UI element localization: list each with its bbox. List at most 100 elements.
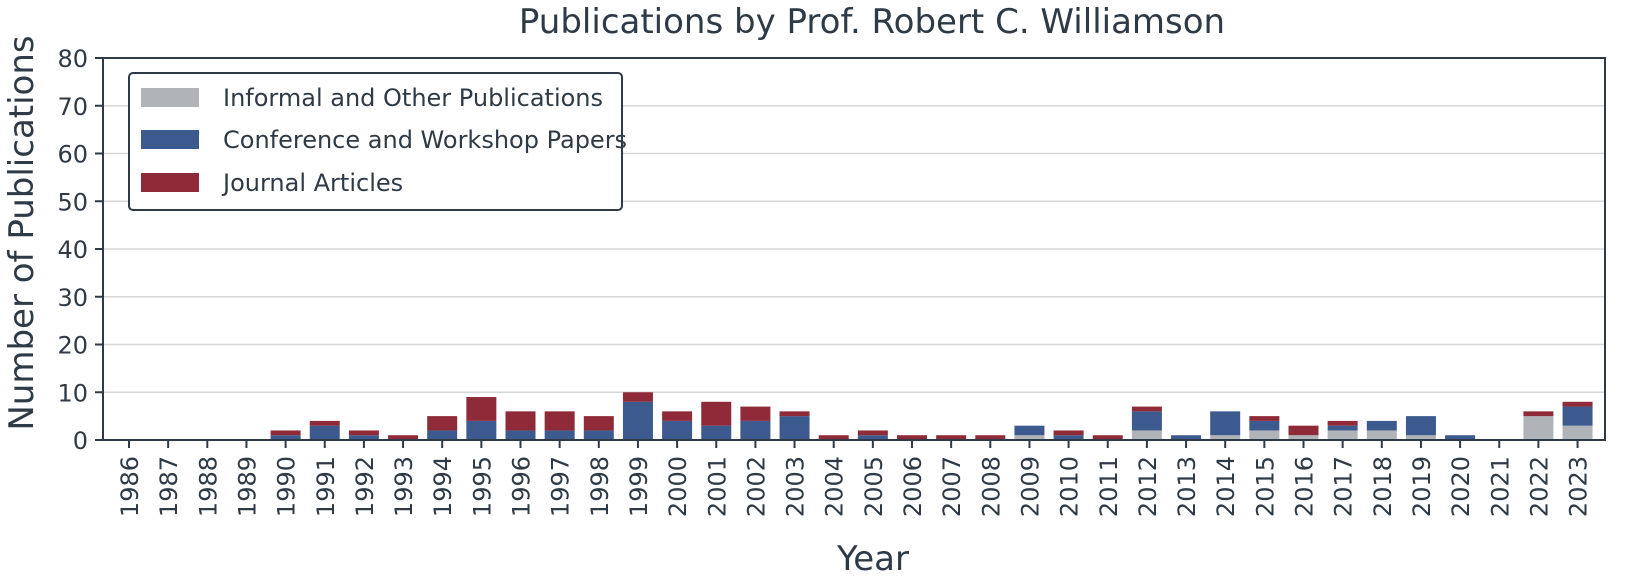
bar-journal-2023 bbox=[1562, 401, 1593, 407]
chart-title: Publications by Prof. Robert C. Williams… bbox=[519, 2, 1225, 42]
y-tick-label: 40 bbox=[57, 236, 88, 264]
bar-conference-1990 bbox=[270, 435, 301, 440]
bar-informal-2012 bbox=[1131, 430, 1162, 440]
x-tick-label: 1990 bbox=[273, 456, 301, 517]
x-tick-label: 2020 bbox=[1447, 456, 1475, 517]
bar-conference-1994 bbox=[427, 430, 458, 440]
x-tick-label: 2000 bbox=[664, 456, 692, 517]
x-tick-label: 2011 bbox=[1095, 456, 1123, 517]
x-tick-label: 1996 bbox=[508, 456, 536, 517]
x-tick-label: 1989 bbox=[233, 456, 261, 517]
bar-journal-2005 bbox=[857, 430, 888, 436]
bar-journal-2004 bbox=[818, 435, 849, 440]
bar-journal-2012 bbox=[1131, 406, 1162, 412]
x-tick-label: 2003 bbox=[782, 456, 810, 517]
bar-informal-2014 bbox=[1210, 435, 1241, 440]
bar-journal-1996 bbox=[505, 411, 536, 431]
legend-label-journal: Journal Articles bbox=[221, 169, 403, 197]
x-tick-label: 2005 bbox=[860, 456, 888, 517]
legend-swatch-informal bbox=[141, 88, 199, 107]
bar-informal-2015 bbox=[1249, 430, 1280, 440]
legend: Informal and Other Publications Conferen… bbox=[128, 72, 627, 211]
bar-journal-2007 bbox=[936, 435, 967, 440]
y-tick-label: 10 bbox=[57, 379, 88, 407]
bar-journal-2001 bbox=[701, 401, 732, 426]
x-tick-label: 2012 bbox=[1134, 456, 1162, 517]
x-axis-ticks: 1986 1987 1988 1989 1990 1991 1992 1993 1994 1995… bbox=[116, 440, 1593, 517]
bar-journal-2011 bbox=[1092, 435, 1123, 440]
x-tick-label: 2014 bbox=[1212, 456, 1240, 517]
bar-journal-1992 bbox=[348, 430, 379, 436]
legend-label-conference: Conference and Workshop Papers bbox=[223, 126, 627, 154]
x-tick-label: 2008 bbox=[977, 456, 1005, 517]
bar-conference-2002 bbox=[740, 420, 771, 440]
bar-informal-2019 bbox=[1405, 435, 1436, 440]
y-tick-label: 20 bbox=[57, 332, 88, 360]
bar-informal-2022 bbox=[1523, 416, 1554, 440]
bar-conference-2019 bbox=[1405, 416, 1436, 436]
bar-informal-2023 bbox=[1562, 425, 1593, 440]
bar-journal-2000 bbox=[662, 411, 693, 421]
bar-conference-2013 bbox=[1171, 435, 1202, 440]
bar-informal-2009 bbox=[1014, 435, 1045, 440]
x-tick-label: 1991 bbox=[312, 456, 340, 517]
x-tick-label: 2023 bbox=[1565, 456, 1593, 517]
x-tick-label: 2009 bbox=[1016, 456, 1044, 517]
x-tick-label: 2015 bbox=[1251, 456, 1279, 517]
bar-conference-1991 bbox=[309, 425, 340, 440]
bar-journal-2008 bbox=[975, 435, 1006, 440]
bar-journal-1990 bbox=[270, 430, 301, 436]
bar-conference-1998 bbox=[583, 430, 614, 440]
bar-conference-1992 bbox=[348, 435, 379, 440]
bar-journal-1997 bbox=[544, 411, 575, 431]
bar-conference-2003 bbox=[779, 416, 810, 440]
x-tick-label: 2010 bbox=[1056, 456, 1084, 517]
y-axis-ticks: 0 10 20 30 40 50 60 70 80 bbox=[57, 45, 103, 455]
bar-journal-2017 bbox=[1327, 420, 1358, 426]
y-axis-label: Number of Publications bbox=[2, 35, 42, 430]
x-tick-label: 1994 bbox=[429, 456, 457, 517]
x-tick-label: 1987 bbox=[155, 456, 183, 517]
bar-conference-2017 bbox=[1327, 425, 1358, 431]
bar-journal-2016 bbox=[1288, 425, 1319, 436]
x-tick-label: 1988 bbox=[194, 456, 222, 517]
y-tick-label: 50 bbox=[57, 188, 88, 216]
bar-conference-2009 bbox=[1014, 425, 1045, 436]
legend-label-informal: Informal and Other Publications bbox=[223, 84, 603, 112]
x-tick-label: 2013 bbox=[1173, 456, 1201, 517]
bar-journal-1994 bbox=[427, 416, 458, 431]
bar-conference-2020 bbox=[1445, 435, 1476, 440]
y-tick-label: 60 bbox=[57, 141, 88, 169]
x-tick-label: 1998 bbox=[586, 456, 614, 517]
x-tick-label: 2022 bbox=[1525, 456, 1553, 517]
bar-informal-2018 bbox=[1366, 430, 1397, 440]
x-tick-label: 2007 bbox=[938, 456, 966, 517]
bar-journal-2015 bbox=[1249, 416, 1280, 421]
x-tick-label: 2021 bbox=[1486, 456, 1514, 517]
bar-conference-1997 bbox=[544, 430, 575, 440]
bar-conference-2023 bbox=[1562, 406, 1593, 426]
legend-swatch-journal bbox=[141, 173, 199, 192]
bar-conference-1995 bbox=[466, 420, 497, 440]
bar-conference-2014 bbox=[1210, 411, 1241, 436]
x-tick-label: 1995 bbox=[468, 456, 496, 517]
x-tick-label: 1999 bbox=[625, 456, 653, 517]
bar-conference-1999 bbox=[622, 401, 653, 440]
y-tick-label: 0 bbox=[73, 427, 88, 455]
bar-journal-2002 bbox=[740, 406, 771, 421]
x-tick-label: 1986 bbox=[116, 456, 144, 517]
legend-swatch-conference bbox=[141, 130, 199, 149]
bar-conference-2001 bbox=[701, 425, 732, 440]
bar-journal-1993 bbox=[388, 435, 419, 440]
x-tick-label: 1992 bbox=[351, 456, 379, 517]
x-tick-label: 1997 bbox=[547, 456, 575, 517]
bar-conference-2015 bbox=[1249, 420, 1280, 431]
bar-journal-2003 bbox=[779, 411, 810, 417]
bar-journal-1991 bbox=[309, 420, 340, 426]
bar-conference-1996 bbox=[505, 430, 536, 440]
bar-journal-2022 bbox=[1523, 411, 1554, 417]
bar-conference-2000 bbox=[662, 420, 693, 440]
y-tick-label: 80 bbox=[57, 45, 88, 73]
bar-journal-2006 bbox=[897, 435, 927, 440]
